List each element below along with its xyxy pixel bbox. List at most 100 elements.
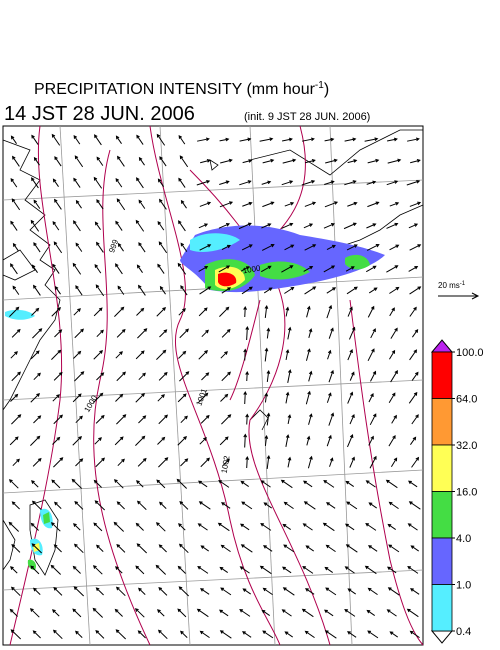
wind-arrow xyxy=(198,480,208,488)
wind-arrow xyxy=(368,393,374,403)
wind-arrow xyxy=(54,501,62,509)
wind-arrow xyxy=(93,522,103,532)
wind-arrow xyxy=(71,478,83,489)
wind-arrow xyxy=(199,630,210,639)
wind-arrow xyxy=(366,609,375,616)
wind-arrow xyxy=(31,307,40,316)
wind-arrow xyxy=(261,223,272,229)
wind-arrow xyxy=(263,545,273,552)
wind-arrow xyxy=(95,629,105,639)
wind-arrow xyxy=(308,413,313,425)
colorbar-band xyxy=(431,398,453,446)
wind-arrow xyxy=(303,480,313,488)
wind-arrow xyxy=(51,133,61,146)
wind-arrow xyxy=(217,522,230,532)
wind-arrow xyxy=(96,241,104,253)
wind-arrow xyxy=(326,502,336,509)
contour-label: 1000 xyxy=(242,263,262,275)
wind-arrow xyxy=(326,434,332,447)
wind-arrow xyxy=(409,286,422,295)
wind-arrow xyxy=(157,178,164,187)
wind-arrow xyxy=(93,176,103,189)
wind-arrow xyxy=(180,415,188,424)
wind-arrow xyxy=(73,350,82,359)
wind-arrow xyxy=(198,392,209,403)
wind-arrow xyxy=(281,265,294,273)
wind-arrow xyxy=(386,180,399,186)
wind-arrow xyxy=(323,480,335,488)
wind-arrow xyxy=(349,456,355,468)
wind-arrow xyxy=(73,308,81,316)
wind-arrow xyxy=(282,523,291,530)
wind-arrow xyxy=(324,201,339,208)
wind-arrow xyxy=(53,414,63,425)
wind-arrow xyxy=(12,458,20,467)
wind-arrow xyxy=(408,223,419,229)
wind-arrow xyxy=(385,479,398,489)
wind-arrow xyxy=(368,502,377,509)
wind-arrow xyxy=(264,392,269,403)
wind-arrow xyxy=(159,329,168,338)
wind-arrow xyxy=(411,371,419,381)
wind-arrow xyxy=(156,307,166,317)
wind-arrow xyxy=(242,588,251,595)
wind-arrow xyxy=(221,414,232,425)
wind-arrow xyxy=(29,608,40,618)
wind-arrow xyxy=(346,286,358,295)
wind-arrow xyxy=(135,435,146,446)
wind-arrow xyxy=(367,348,375,362)
wind-arrow xyxy=(284,201,295,207)
wind-arrow xyxy=(11,414,22,425)
wind-arrow xyxy=(8,479,19,489)
colorbar-over xyxy=(430,339,454,353)
wind-arrow xyxy=(198,223,209,229)
wind-arrow xyxy=(408,265,419,272)
wind-arrow xyxy=(346,244,358,251)
wind-arrow xyxy=(406,179,421,186)
wind-arrow xyxy=(135,219,145,232)
wind-arrow xyxy=(10,586,21,597)
wind-arrow xyxy=(329,457,334,467)
wind-arrow xyxy=(243,348,248,361)
wind-arrow xyxy=(219,201,234,208)
wind-arrow xyxy=(180,285,188,296)
wind-arrow xyxy=(408,480,418,488)
wind-arrow xyxy=(285,434,290,447)
wind-arrow xyxy=(409,244,422,251)
vector-scale-main: 20 ms xyxy=(438,281,460,290)
wind-arrow xyxy=(386,609,397,617)
wind-arrow xyxy=(243,433,248,448)
colorbar-band xyxy=(431,584,453,632)
wind-arrow xyxy=(388,544,400,553)
wind-arrow xyxy=(408,391,418,404)
wind-arrow xyxy=(116,328,126,338)
wind-arrow xyxy=(389,631,398,638)
wind-arrow xyxy=(72,608,82,618)
wind-arrow xyxy=(116,501,125,510)
wind-arrow xyxy=(75,199,82,209)
wind-arrow xyxy=(179,500,189,510)
wind-arrow xyxy=(241,286,253,295)
wind-arrow xyxy=(369,455,377,469)
wind-arrow xyxy=(389,307,395,317)
wind-arrow xyxy=(52,394,60,402)
wind-arrow xyxy=(304,286,317,295)
wind-arrow xyxy=(95,414,105,424)
wind-arrow xyxy=(266,412,271,426)
wind-arrow xyxy=(263,502,272,509)
colorbar-band xyxy=(431,444,453,492)
wind-arrow xyxy=(303,223,314,229)
wind-arrow xyxy=(52,263,60,274)
colorbar: 100.0 64.0 32.0 16.0 4.0 1.0 0.4 xyxy=(430,339,484,644)
contour-label: 1002 xyxy=(220,454,232,474)
wind-arrow xyxy=(73,586,85,597)
wind-arrow xyxy=(200,545,209,552)
wind-arrow xyxy=(264,305,269,319)
colorbar-under xyxy=(430,630,454,644)
wind-arrow xyxy=(177,565,186,574)
wind-arrow xyxy=(157,609,165,617)
wind-arrow xyxy=(93,307,103,317)
vector-scale-exponent: -1 xyxy=(460,281,466,287)
wind-arrow xyxy=(137,328,148,339)
